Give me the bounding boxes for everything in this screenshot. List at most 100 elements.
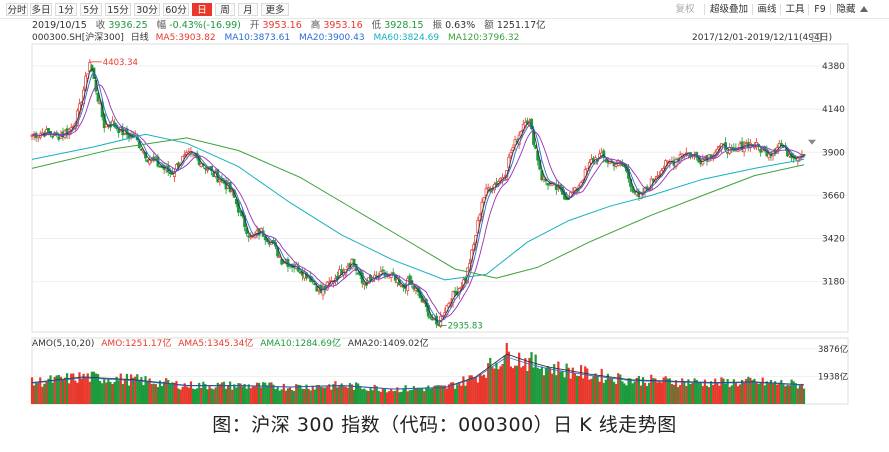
volume-bar [200, 387, 203, 404]
volume-bar [794, 383, 797, 404]
volume-bar [542, 375, 546, 404]
volume-bar [482, 374, 486, 404]
volume-bar [697, 382, 700, 404]
amp-value: 0.63% [445, 20, 476, 31]
f9-button[interactable]: F9 [814, 4, 826, 15]
period-tab[interactable]: 30分 [134, 3, 160, 16]
volume-bar [177, 388, 180, 404]
volume-bar [662, 377, 665, 404]
separator [780, 4, 781, 15]
volume-bar [171, 382, 174, 404]
period-tab-active[interactable]: 日 [192, 3, 212, 16]
volume-bar [650, 374, 653, 404]
draw-button[interactable]: 画线 [757, 4, 777, 15]
volume-bar [375, 386, 378, 404]
volume-bar [705, 385, 709, 404]
volume-bar [163, 381, 166, 404]
period-tab[interactable]: 周 [215, 3, 235, 16]
volume-bar [596, 376, 599, 404]
candle-body [486, 187, 490, 190]
volume-bar [573, 373, 576, 404]
volume-bar [396, 387, 399, 404]
candle-body [391, 272, 395, 275]
volume-bar [173, 382, 176, 404]
volume-bar [111, 384, 114, 404]
low-value: 3928.15 [384, 20, 424, 31]
volume-bar [226, 385, 230, 404]
change-value: -0.43%(-16.99) [169, 20, 241, 31]
volume-bar [338, 385, 341, 404]
volume-bar [528, 357, 531, 404]
volume-bar [315, 385, 318, 404]
volume-bar [189, 381, 193, 404]
volume-bar [204, 384, 207, 404]
period-tab[interactable]: 月 [238, 3, 258, 16]
volume-bar [563, 377, 566, 404]
volume-bar [625, 385, 628, 404]
volume-bar [577, 375, 581, 404]
volume-bar [92, 371, 96, 404]
volume-bar [359, 386, 362, 404]
volume-bar [515, 365, 519, 404]
volume-bar [780, 380, 783, 404]
period-tab[interactable]: 更多 [261, 3, 289, 16]
volume-bar [586, 368, 589, 404]
volume-bar [70, 373, 73, 404]
volume-bar [319, 387, 323, 404]
volume-bar [105, 382, 108, 404]
volume-bar [544, 367, 548, 404]
period-tab[interactable]: 5分 [80, 3, 102, 16]
volume-bar [288, 387, 292, 404]
indicator-row: 000300.SH[沪深300] 日线 MA5:3903.82 MA10:387… [32, 32, 519, 45]
volume-bar [88, 381, 91, 404]
hide-button[interactable]: 隐藏 [836, 4, 856, 15]
volume-bar [99, 380, 102, 404]
volume-bar [509, 366, 512, 404]
period-tab[interactable]: 1分 [55, 3, 77, 16]
candle-body [494, 182, 498, 186]
candle-body [96, 93, 100, 102]
period-tab[interactable]: 60分 [163, 3, 189, 16]
volume-bar [575, 375, 579, 404]
volume-bar [751, 380, 754, 404]
volume-bar [363, 388, 366, 404]
annotations: 4403.34 2935.83 [89, 58, 816, 332]
volume-bar [321, 387, 325, 404]
volume-bar [433, 385, 436, 404]
volume-bar [495, 362, 498, 404]
volume-bar [408, 390, 411, 404]
volume-bar [65, 373, 69, 404]
volume-bar [247, 384, 250, 404]
period-tab[interactable]: 分时 [6, 3, 28, 16]
overlay-button[interactable]: 超级叠加 [709, 4, 748, 15]
volume-bar [447, 384, 451, 404]
volume-bar [666, 378, 669, 404]
tools-button[interactable]: 工具 [785, 4, 805, 15]
volume-bar [187, 387, 190, 404]
volume-bar [68, 383, 71, 404]
volume-bar [738, 384, 742, 404]
y-tick-label: 3660 [822, 191, 845, 201]
volume-bar [381, 388, 385, 404]
volume-bar [94, 373, 98, 404]
volume-bar [278, 390, 281, 404]
volume-bar [460, 385, 463, 404]
period-tab[interactable]: 15分 [105, 3, 131, 16]
volume-bar [346, 387, 349, 404]
volume-bar [439, 385, 442, 404]
volume-bar [689, 384, 692, 404]
volume-bar [146, 381, 149, 404]
candle-body [753, 146, 756, 149]
volume-bar [342, 386, 345, 404]
volume-bar [451, 382, 455, 404]
volume-bar [796, 388, 799, 404]
volume-bar [761, 377, 764, 404]
expand-icon[interactable] [812, 33, 821, 42]
chevron-up-icon[interactable] [860, 6, 868, 12]
period-tab[interactable]: 多日 [30, 3, 52, 16]
adjust-button[interactable]: 复权 [675, 4, 695, 15]
volume-bar [402, 388, 405, 404]
volume-bar [784, 386, 787, 404]
volume-bar [49, 375, 52, 404]
volume-bar [633, 381, 636, 404]
